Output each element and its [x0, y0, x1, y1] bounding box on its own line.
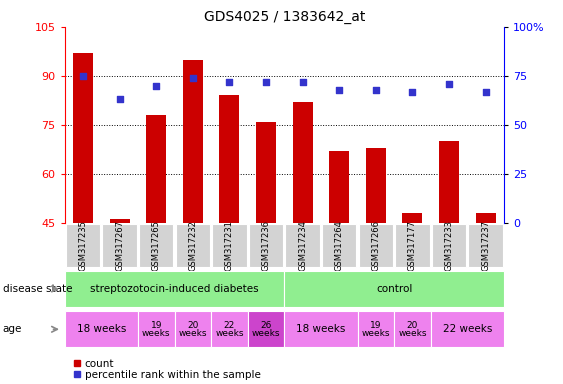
- Text: GSM317233: GSM317233: [445, 220, 453, 271]
- FancyBboxPatch shape: [65, 311, 138, 348]
- Point: [188, 75, 197, 81]
- Text: GSM317264: GSM317264: [335, 220, 343, 271]
- Point: [445, 81, 454, 87]
- Point: [261, 79, 270, 85]
- Point: [152, 83, 161, 89]
- Bar: [146, 115, 166, 223]
- FancyBboxPatch shape: [432, 224, 466, 267]
- Text: 19
weeks: 19 weeks: [142, 321, 171, 338]
- Text: GSM317234: GSM317234: [298, 220, 307, 271]
- FancyBboxPatch shape: [431, 311, 504, 348]
- Bar: [403, 213, 422, 223]
- Text: GSM317237: GSM317237: [481, 220, 490, 271]
- Bar: [293, 102, 312, 223]
- FancyBboxPatch shape: [284, 311, 358, 348]
- FancyBboxPatch shape: [285, 224, 320, 267]
- Text: 22
weeks: 22 weeks: [215, 321, 244, 338]
- FancyBboxPatch shape: [212, 224, 247, 267]
- Bar: [183, 60, 203, 223]
- Text: 18 weeks: 18 weeks: [77, 324, 126, 334]
- Text: GSM317235: GSM317235: [79, 220, 87, 271]
- Point: [225, 79, 234, 85]
- FancyBboxPatch shape: [139, 224, 173, 267]
- Bar: [366, 148, 386, 223]
- Text: 26
weeks: 26 weeks: [252, 321, 280, 338]
- Text: 22 weeks: 22 weeks: [443, 324, 492, 334]
- Text: GSM317265: GSM317265: [152, 220, 160, 271]
- Text: GSM317177: GSM317177: [408, 220, 417, 271]
- Text: streptozotocin-induced diabetes: streptozotocin-induced diabetes: [90, 284, 259, 294]
- FancyBboxPatch shape: [138, 311, 175, 348]
- Text: disease state: disease state: [3, 284, 72, 294]
- Point: [298, 79, 307, 85]
- FancyBboxPatch shape: [395, 224, 430, 267]
- Text: 20
weeks: 20 weeks: [398, 321, 427, 338]
- Legend: count, percentile rank within the sample: count, percentile rank within the sample: [70, 355, 265, 384]
- Point: [79, 73, 88, 79]
- Text: GSM317232: GSM317232: [189, 220, 197, 271]
- Bar: [73, 53, 93, 223]
- Text: age: age: [3, 324, 22, 334]
- FancyBboxPatch shape: [359, 224, 393, 267]
- Bar: [329, 151, 349, 223]
- Text: GSM317267: GSM317267: [115, 220, 124, 271]
- Text: GSM317231: GSM317231: [225, 220, 234, 271]
- Point: [408, 88, 417, 94]
- Text: 20
weeks: 20 weeks: [178, 321, 207, 338]
- FancyBboxPatch shape: [65, 271, 284, 307]
- FancyBboxPatch shape: [394, 311, 431, 348]
- Text: GSM317266: GSM317266: [372, 220, 380, 271]
- FancyBboxPatch shape: [468, 224, 503, 267]
- FancyBboxPatch shape: [211, 311, 248, 348]
- Bar: [256, 121, 276, 223]
- Bar: [110, 220, 129, 223]
- FancyBboxPatch shape: [175, 311, 211, 348]
- Text: 18 weeks: 18 weeks: [296, 324, 346, 334]
- FancyBboxPatch shape: [284, 271, 504, 307]
- FancyBboxPatch shape: [249, 224, 283, 267]
- Point: [115, 96, 124, 103]
- Point: [334, 86, 343, 93]
- Text: control: control: [376, 284, 412, 294]
- Title: GDS4025 / 1383642_at: GDS4025 / 1383642_at: [204, 10, 365, 25]
- Text: GSM317236: GSM317236: [262, 220, 270, 271]
- Bar: [476, 213, 495, 223]
- FancyBboxPatch shape: [66, 224, 100, 267]
- Bar: [220, 95, 239, 223]
- Point: [372, 86, 381, 93]
- FancyBboxPatch shape: [248, 311, 284, 348]
- FancyBboxPatch shape: [358, 311, 394, 348]
- Text: 19
weeks: 19 weeks: [361, 321, 390, 338]
- FancyBboxPatch shape: [176, 224, 210, 267]
- Point: [481, 88, 490, 94]
- Bar: [439, 141, 459, 223]
- FancyBboxPatch shape: [322, 224, 356, 267]
- FancyBboxPatch shape: [102, 224, 137, 267]
